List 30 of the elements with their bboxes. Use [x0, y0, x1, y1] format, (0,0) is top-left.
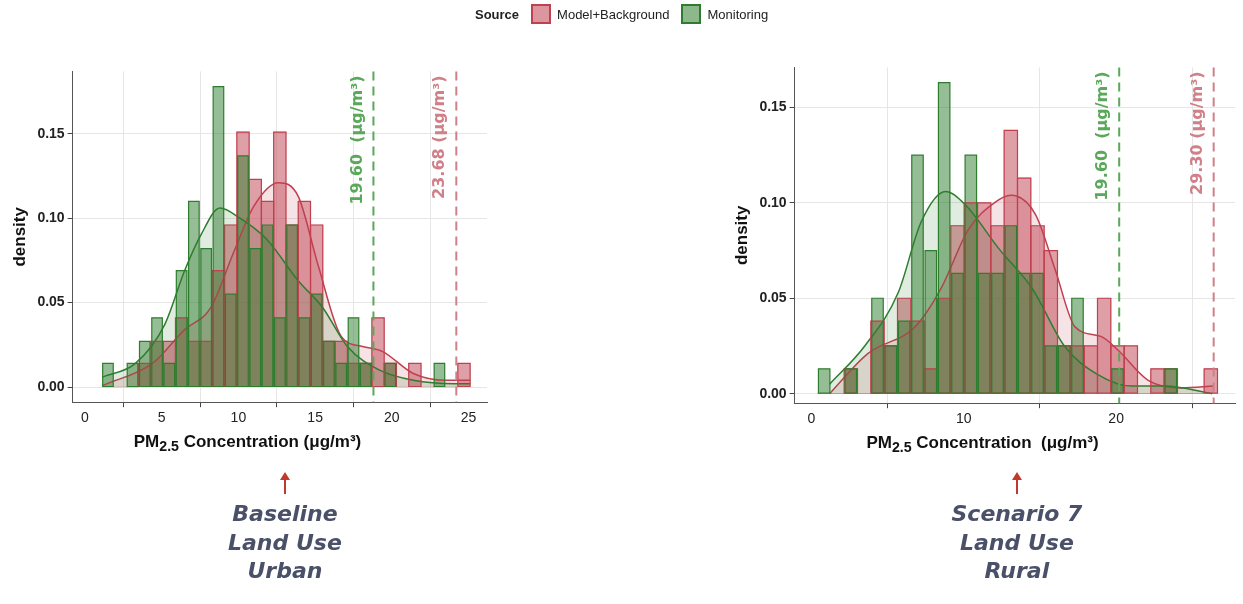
x-tick-label: 5 [157, 409, 166, 426]
y-axis-title: density [9, 206, 29, 267]
y-tick-label: 0.00 [37, 377, 65, 394]
y-axis-title: density [731, 205, 751, 266]
y-tick-label: 0.05 [37, 293, 65, 310]
x-tick-label: 0 [81, 409, 90, 426]
ref-line-label: 29.30 (μg/m³) [1186, 71, 1206, 195]
y-tick-label: 0.15 [759, 98, 787, 115]
ref-line-label: 19.60 (μg/m³) [1092, 71, 1112, 201]
x-axis-title: PM$_{2.5}$ Concentration (μg/m³) [865, 433, 1100, 456]
x-tick-label: 10 [955, 410, 972, 427]
y-tick-label: 0.00 [759, 384, 787, 401]
legend-label: Model+Background [557, 6, 670, 22]
x-tick-label: 0 [807, 410, 816, 427]
y-tick-label: 0.15 [37, 124, 65, 141]
legend-title: Source [475, 6, 520, 22]
x-axis-title: PM$_{2.5}$ Concentration (μg/m³) [132, 432, 363, 455]
y-tick-label: 0.10 [37, 209, 65, 226]
text: Baseline Land Use Urban [228, 500, 342, 586]
x-tick-label: 10 [230, 409, 247, 426]
x-tick-label: 15 [307, 409, 324, 426]
y-tick-label: 0.05 [759, 289, 787, 306]
x-tick-label: 20 [384, 409, 400, 426]
x-tick-label: 25 [460, 409, 477, 426]
y-tick-label: 0.10 [759, 193, 787, 210]
ref-line-label: 19.60 (μg/m³) [346, 75, 366, 205]
ref-line-label: 23.68 (μg/m³) [429, 75, 449, 199]
text: Scenario 7 Land Use Rural [951, 500, 1083, 586]
x-tick-label: 20 [1108, 410, 1125, 427]
legend-label: Monitoring [707, 6, 769, 22]
